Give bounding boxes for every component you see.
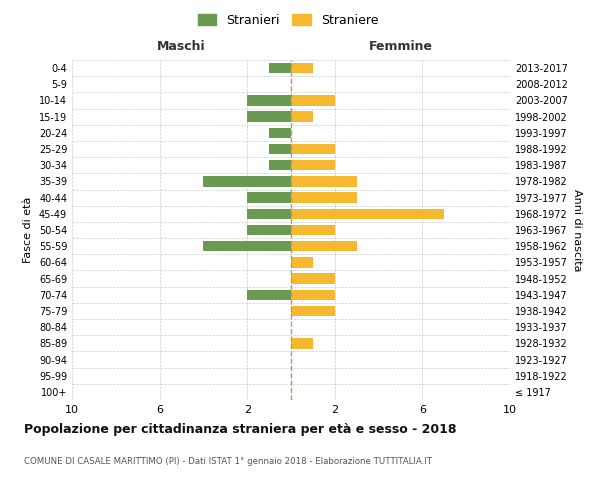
- Bar: [291, 290, 335, 300]
- Bar: [291, 208, 445, 219]
- Legend: Stranieri, Straniere: Stranieri, Straniere: [193, 8, 383, 32]
- Y-axis label: Anni di nascita: Anni di nascita: [572, 188, 581, 271]
- Bar: [247, 192, 291, 203]
- Bar: [291, 306, 335, 316]
- Text: Maschi: Maschi: [157, 40, 206, 52]
- Bar: [269, 144, 291, 154]
- Text: Femmine: Femmine: [368, 40, 433, 52]
- Bar: [291, 176, 357, 186]
- Bar: [269, 128, 291, 138]
- Y-axis label: Fasce di età: Fasce di età: [23, 197, 33, 263]
- Bar: [247, 208, 291, 219]
- Bar: [203, 241, 291, 252]
- Bar: [291, 274, 335, 284]
- Bar: [291, 144, 335, 154]
- Bar: [291, 95, 335, 106]
- Bar: [247, 112, 291, 122]
- Bar: [291, 63, 313, 74]
- Bar: [269, 160, 291, 170]
- Bar: [247, 290, 291, 300]
- Bar: [203, 176, 291, 186]
- Bar: [269, 63, 291, 74]
- Bar: [291, 224, 335, 235]
- Bar: [291, 160, 335, 170]
- Bar: [291, 338, 313, 348]
- Bar: [291, 257, 313, 268]
- Text: Popolazione per cittadinanza straniera per età e sesso - 2018: Popolazione per cittadinanza straniera p…: [24, 422, 457, 436]
- Bar: [291, 112, 313, 122]
- Bar: [291, 192, 357, 203]
- Bar: [291, 241, 357, 252]
- Text: COMUNE DI CASALE MARITTIMO (PI) - Dati ISTAT 1° gennaio 2018 - Elaborazione TUTT: COMUNE DI CASALE MARITTIMO (PI) - Dati I…: [24, 458, 432, 466]
- Bar: [247, 224, 291, 235]
- Bar: [247, 95, 291, 106]
